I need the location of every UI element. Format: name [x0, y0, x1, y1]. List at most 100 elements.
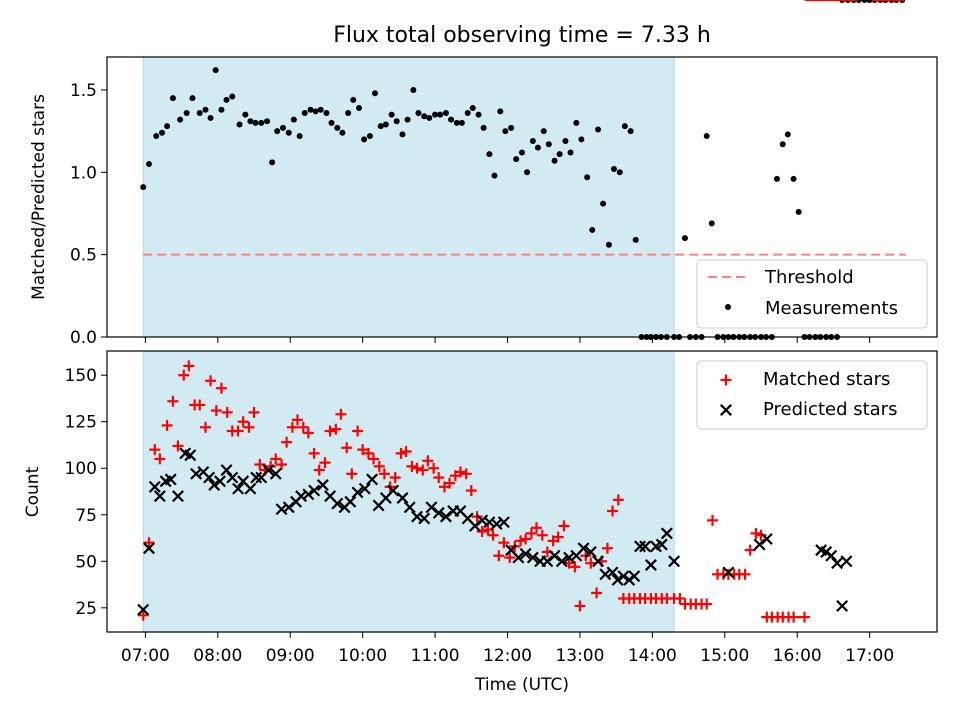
x-tick-label: 13:00 [555, 646, 604, 666]
matched-star-point [137, 609, 149, 621]
bottom-y-axis-label: Count [23, 466, 43, 517]
measurement-point [399, 131, 406, 138]
measurement-point [229, 93, 236, 100]
matched-star-point [183, 360, 195, 372]
matched-star-point [346, 468, 358, 480]
measurement-point [421, 113, 428, 120]
measurement-point [164, 123, 171, 130]
bottom-x-ticks: 07:00 08:00 09:00 10:00 11:00 12:00 13:00 14:00… [121, 632, 894, 666]
measurement-point [366, 133, 373, 140]
matched-star-point [221, 406, 233, 418]
legend-measurement-swatch [725, 304, 731, 310]
matched-star-point [357, 444, 369, 456]
measurement-point [177, 116, 184, 123]
measurement-point [486, 151, 493, 158]
predicted-star-point [220, 464, 233, 477]
matched-star-point [389, 472, 401, 484]
measurement-point [377, 123, 384, 130]
matched-stars-points [137, 0, 905, 623]
measurement-point [610, 166, 617, 172]
measurement-point [301, 110, 308, 116]
measurement-point [317, 106, 324, 113]
top-x-ticks [144, 337, 871, 343]
predicted-star-point [592, 555, 605, 568]
measurement-point [790, 175, 797, 182]
matched-star-point [798, 611, 810, 623]
predicted-star-point [668, 555, 681, 568]
ratio-panel: 0.0 0.5 1.0 1.5 Matched/Predicted stars Thr… [29, 0, 938, 348]
matched-star-point [428, 462, 440, 474]
measurement-point [600, 200, 607, 207]
matched-star-point [352, 425, 364, 437]
predicted-star-point [519, 547, 532, 560]
measurement-point [861, 0, 868, 3]
x-tick-label: 16:00 [773, 646, 822, 666]
x-tick-label: 09:00 [266, 646, 315, 666]
measurement-point [855, 0, 862, 3]
predicted-star-point [541, 555, 554, 568]
bottom-legend: Matched stars Predicted stars [696, 360, 928, 430]
matched-star-point [172, 440, 184, 452]
predicted-star-point [634, 540, 647, 553]
measurement-point [140, 184, 147, 191]
predicted-star-point [512, 551, 525, 564]
matched-star-point [232, 425, 244, 437]
measurement-point [458, 119, 465, 126]
matched-star-point [324, 425, 336, 437]
matched-star-point [601, 542, 613, 554]
matched-star-point [530, 522, 542, 534]
predicted-star-point [526, 551, 539, 564]
predicted-star-point [644, 559, 657, 571]
predicted-star-point [468, 519, 481, 532]
y-tick-label: 50 [75, 552, 97, 572]
measurement-point [274, 128, 281, 135]
predicted-star-point [164, 473, 177, 486]
top-axes-frame [106, 56, 938, 338]
matched-star-point [308, 447, 320, 459]
x-tick-label: 17:00 [845, 646, 894, 666]
matched-star-point [313, 464, 325, 476]
measurement-point [328, 119, 335, 126]
x-tick-label: 07:00 [121, 646, 170, 666]
matched-star-point [552, 531, 564, 543]
y-tick-label: 100 [65, 459, 97, 479]
y-tick-label: 150 [65, 366, 97, 386]
x-tick-label: 12:00 [483, 646, 532, 666]
matched-star-point [739, 568, 751, 580]
matched-star-point [788, 611, 800, 623]
predicted-star-point [351, 486, 364, 499]
predicted-star-point [250, 471, 263, 484]
observing-window-bottom [142, 350, 675, 633]
measurement-point [595, 126, 602, 133]
predicted-star-point [840, 555, 853, 568]
measurement-point [146, 161, 153, 168]
measurement-point [703, 133, 710, 140]
matched-star-point [504, 552, 516, 564]
measurement-point [371, 90, 378, 97]
predicted-star-point [639, 540, 652, 553]
measurement-point [252, 119, 259, 126]
predicted-star-point [171, 490, 184, 503]
predicted-star-point [555, 555, 568, 568]
predicted-star-point [760, 532, 773, 545]
predicted-star-point [358, 482, 371, 495]
matched-star-point [465, 485, 477, 497]
measurement-point [708, 220, 715, 227]
matched-star-point [476, 526, 488, 538]
measurement-point [529, 138, 536, 144]
matched-star-point [536, 529, 548, 541]
measurement-point [866, 0, 873, 3]
predicted-star-point [611, 573, 624, 586]
measurement-point [534, 144, 541, 151]
matched-star-point [254, 459, 266, 471]
measurement-point [410, 86, 417, 93]
top-y-axis-label: Matched/Predicted stars [29, 94, 49, 300]
measurement-point [491, 172, 498, 179]
matched-star-point [215, 382, 227, 394]
top-y-ticks: 0.0 0.5 1.0 1.5 [70, 81, 107, 348]
bottom-y-ticks: 25 50 75 100 125 150 [65, 366, 107, 619]
measurement-point [605, 241, 612, 248]
measurement-point [773, 175, 780, 182]
legend-box [696, 360, 928, 430]
matched-star-point [243, 421, 255, 433]
